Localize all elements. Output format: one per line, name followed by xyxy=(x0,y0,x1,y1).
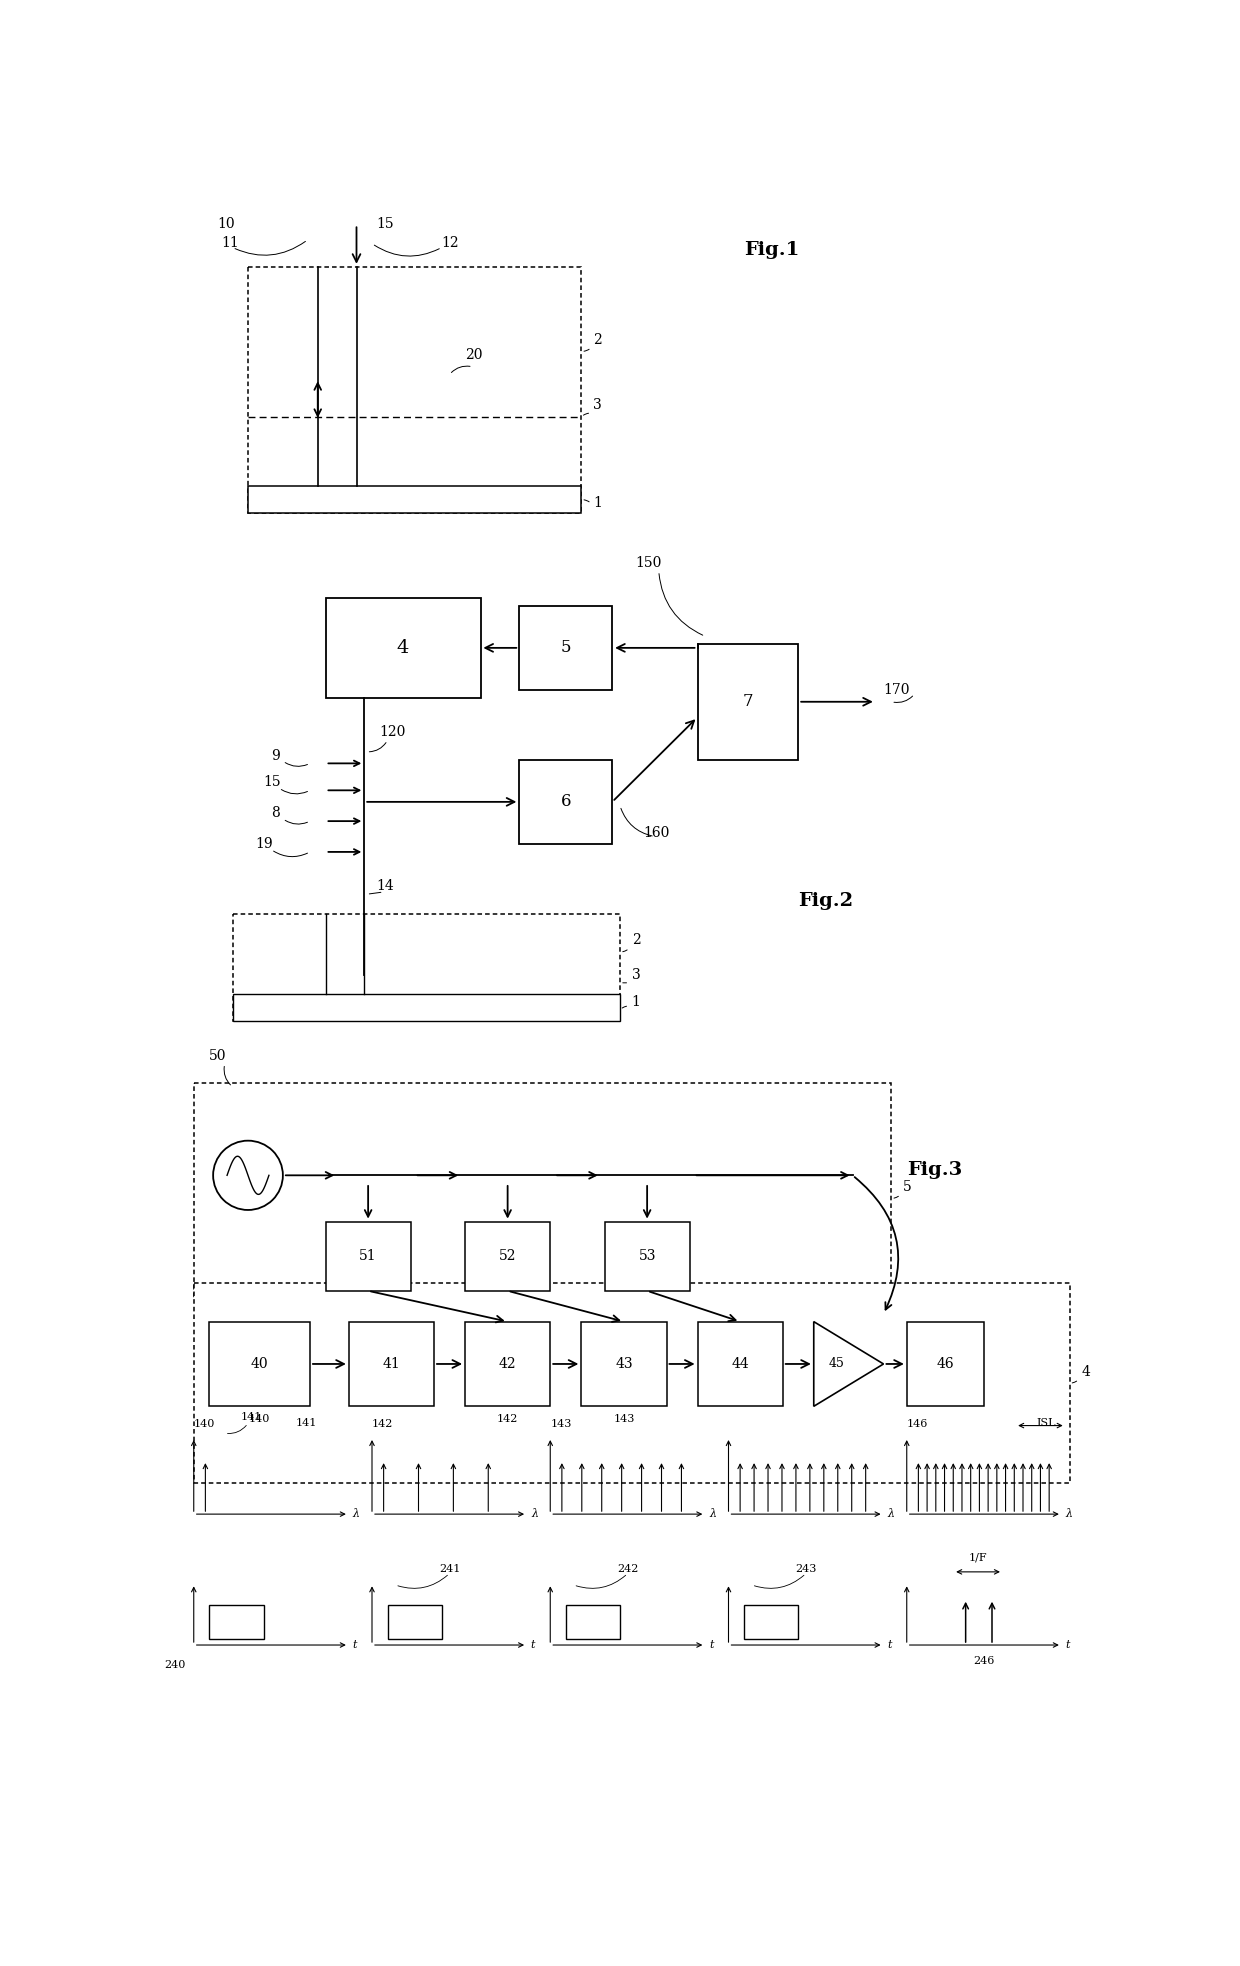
Text: 8: 8 xyxy=(272,806,280,820)
Bar xyxy=(906,1321,985,1406)
Text: 4: 4 xyxy=(397,639,409,657)
Text: t: t xyxy=(888,1640,892,1649)
Bar xyxy=(193,1284,1069,1482)
Text: 160: 160 xyxy=(644,826,670,839)
Text: 140: 140 xyxy=(193,1419,215,1429)
Text: 5: 5 xyxy=(903,1180,911,1193)
Bar xyxy=(520,606,613,690)
Text: 170: 170 xyxy=(883,682,910,698)
Text: 42: 42 xyxy=(498,1357,516,1370)
Text: 12: 12 xyxy=(441,236,459,250)
Text: 143: 143 xyxy=(614,1414,635,1423)
Bar xyxy=(248,267,582,513)
Text: 242: 242 xyxy=(618,1563,639,1575)
Text: 10: 10 xyxy=(217,216,234,232)
Bar xyxy=(325,598,481,698)
Text: λ: λ xyxy=(1065,1510,1073,1520)
Text: 45: 45 xyxy=(830,1357,844,1370)
Text: 3: 3 xyxy=(593,399,601,413)
Text: 243: 243 xyxy=(795,1563,817,1575)
Text: 2: 2 xyxy=(593,332,601,346)
Text: 40: 40 xyxy=(250,1357,268,1370)
Text: 11: 11 xyxy=(221,236,238,250)
Text: 19: 19 xyxy=(255,838,273,851)
Bar xyxy=(233,914,620,1020)
Bar xyxy=(697,645,799,759)
Text: 14: 14 xyxy=(376,879,393,893)
Text: λ: λ xyxy=(709,1510,717,1520)
Bar xyxy=(697,1321,782,1406)
Text: 150: 150 xyxy=(635,556,662,570)
Text: 7: 7 xyxy=(743,694,753,710)
Text: 5: 5 xyxy=(560,639,570,657)
Text: 44: 44 xyxy=(732,1357,749,1370)
Bar xyxy=(248,486,582,513)
Text: 15: 15 xyxy=(263,775,281,790)
Text: 53: 53 xyxy=(639,1248,656,1264)
Text: 41: 41 xyxy=(382,1357,401,1370)
Bar xyxy=(744,1604,799,1640)
Bar xyxy=(465,1221,551,1292)
Text: 43: 43 xyxy=(615,1357,632,1370)
Text: 4: 4 xyxy=(1081,1364,1090,1378)
Bar xyxy=(210,1321,310,1406)
Text: ISL: ISL xyxy=(1037,1417,1056,1427)
Text: t: t xyxy=(709,1640,714,1649)
Text: t: t xyxy=(531,1640,536,1649)
Text: 1: 1 xyxy=(631,995,641,1009)
Bar xyxy=(348,1321,434,1406)
Text: 6: 6 xyxy=(560,794,570,810)
Text: 1/F: 1/F xyxy=(968,1553,987,1563)
Text: λ: λ xyxy=(531,1510,538,1520)
Text: 46: 46 xyxy=(936,1357,955,1370)
Text: λ: λ xyxy=(888,1510,894,1520)
Bar xyxy=(565,1604,620,1640)
Text: 140: 140 xyxy=(249,1414,270,1423)
Text: 20: 20 xyxy=(465,348,482,362)
Text: Fig.3: Fig.3 xyxy=(906,1162,962,1180)
Text: 241: 241 xyxy=(439,1563,460,1575)
Bar xyxy=(325,1221,410,1292)
Bar xyxy=(210,1604,263,1640)
Text: 143: 143 xyxy=(551,1419,572,1429)
Text: λ: λ xyxy=(352,1510,360,1520)
Bar xyxy=(605,1221,689,1292)
Text: 50: 50 xyxy=(210,1048,227,1064)
Text: t: t xyxy=(1065,1640,1070,1649)
Text: Fig.1: Fig.1 xyxy=(744,242,800,260)
Text: 15: 15 xyxy=(376,216,393,232)
Text: 51: 51 xyxy=(360,1248,377,1264)
Text: 142: 142 xyxy=(372,1419,393,1429)
Text: 3: 3 xyxy=(631,967,640,981)
Text: 146: 146 xyxy=(906,1419,928,1429)
Text: 9: 9 xyxy=(272,749,280,763)
Text: 142: 142 xyxy=(497,1414,518,1423)
Text: 52: 52 xyxy=(498,1248,516,1264)
Text: Fig.2: Fig.2 xyxy=(799,893,853,910)
Bar xyxy=(520,759,613,843)
Bar xyxy=(465,1321,551,1406)
Text: 1: 1 xyxy=(593,495,601,511)
Text: 120: 120 xyxy=(379,725,407,739)
Text: 141: 141 xyxy=(241,1412,262,1421)
Text: 2: 2 xyxy=(631,934,640,948)
Text: 246: 246 xyxy=(973,1655,994,1667)
Bar xyxy=(582,1321,667,1406)
Bar xyxy=(387,1604,441,1640)
Text: t: t xyxy=(352,1640,357,1649)
Bar xyxy=(233,995,620,1020)
Text: 240: 240 xyxy=(165,1659,186,1671)
Text: 141: 141 xyxy=(295,1417,316,1427)
Bar xyxy=(193,1083,892,1298)
